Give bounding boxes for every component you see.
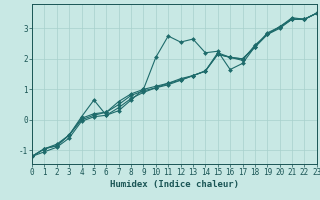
X-axis label: Humidex (Indice chaleur): Humidex (Indice chaleur) xyxy=(110,180,239,189)
